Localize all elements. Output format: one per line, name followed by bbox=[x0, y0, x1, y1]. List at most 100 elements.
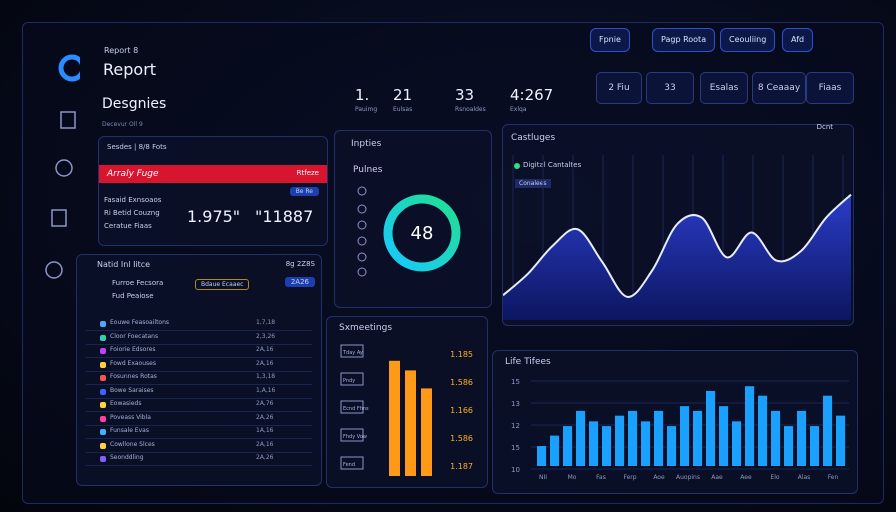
bar bbox=[784, 426, 794, 466]
row-label: Fhdy Vow bbox=[343, 434, 367, 440]
chip[interactable]: 8 Ceaaay bbox=[752, 72, 806, 104]
list-row bbox=[86, 332, 312, 345]
x-tick-label: Elo bbox=[770, 474, 779, 481]
row-dot bbox=[100, 402, 106, 408]
chip[interactable]: 33 bbox=[646, 72, 694, 104]
donut-value: 48 bbox=[411, 223, 434, 244]
orange-panel: Sxmeetings Tday Ay Pndy Ecnd Fhns Fhdy Vow F… bbox=[326, 316, 488, 488]
legend: Digital Cantaltes bbox=[523, 161, 582, 169]
bar bbox=[693, 410, 703, 466]
summary-header: Sesdes | 8/8 Fots bbox=[107, 143, 167, 151]
value-label: 1.166 bbox=[450, 406, 473, 415]
row-name: Eouwe Feasoailtons bbox=[110, 319, 170, 326]
x-tick-label: Fen bbox=[828, 474, 839, 481]
bars-chart: 15 13 12 15 10 NII Mo Fas Ferp Aoe Auopins Aae Aee El… bbox=[511, 378, 849, 481]
bar bbox=[654, 410, 664, 466]
toolbar-button[interactable]: Fpnie bbox=[590, 28, 630, 52]
chip[interactable]: 2 Fiu bbox=[596, 72, 642, 104]
value-label: 1.185 bbox=[450, 350, 473, 359]
figure: "11887 bbox=[255, 207, 314, 226]
row-box bbox=[340, 456, 364, 470]
row-label: Ecnd Fhns bbox=[343, 406, 369, 412]
donut-ring bbox=[383, 194, 461, 272]
legend-dot bbox=[514, 163, 520, 169]
list-row bbox=[86, 345, 312, 358]
bar bbox=[758, 395, 768, 466]
row-name: Poveass Vibla bbox=[110, 413, 151, 421]
row-label: Pndy bbox=[343, 378, 355, 384]
section-subtitle: Decevur Oll 9 bbox=[102, 121, 143, 128]
kicker: Report 8 bbox=[104, 46, 139, 55]
figure: 1.975" bbox=[187, 207, 241, 226]
bar bbox=[405, 370, 416, 476]
row-box bbox=[340, 344, 364, 358]
bar bbox=[563, 426, 573, 466]
x-tick-label: 200 bbox=[591, 324, 604, 325]
row-dot bbox=[100, 375, 106, 381]
row-label: Fend bbox=[343, 462, 355, 468]
x-tick-label: 2018 bbox=[789, 324, 807, 325]
value-label: 1.586 bbox=[450, 434, 473, 443]
list-title: Natid Inl Iitce bbox=[97, 260, 151, 269]
y-tick-label: 15 bbox=[511, 378, 520, 386]
logo bbox=[58, 54, 80, 82]
area-menu[interactable]: Dcnt bbox=[816, 123, 833, 131]
list-meta: 8g 2Z8S bbox=[285, 260, 315, 268]
chip[interactable]: Fiaas bbox=[806, 72, 854, 104]
row-value: 2A,26 bbox=[256, 454, 274, 461]
x-tick-label: NII bbox=[539, 474, 547, 481]
bars-panel: Life Tifees 15 13 12 15 10 NII Mo Fas Ferp Aoe Auo… bbox=[492, 350, 858, 494]
list-panel: Natid Inl Iitce 8g 2Z8S Bdaue Ecaaec 2A2… bbox=[76, 254, 322, 486]
row-name: Foiorie Edsores bbox=[110, 346, 156, 353]
icon[interactable] bbox=[51, 209, 67, 227]
toolbar-button[interactable]: Pagp Roota bbox=[652, 28, 716, 52]
x-tick-label: Aoe bbox=[653, 474, 665, 481]
toolbar-button[interactable]: Ceouliing bbox=[720, 28, 776, 52]
row-name: Fosunnes Rotas bbox=[110, 373, 157, 380]
chip[interactable]: Esalas bbox=[700, 72, 748, 104]
x-tick-label: Aee bbox=[740, 474, 752, 481]
stat-label: Exlqa bbox=[510, 106, 527, 113]
row-value: 2,3,26 bbox=[256, 332, 276, 340]
area-title: Castluges bbox=[511, 133, 556, 143]
x-tick-label: 2015 bbox=[749, 324, 767, 325]
x-tick-label: 2018 bbox=[629, 324, 647, 325]
stat-value: 4:267 bbox=[510, 86, 554, 104]
tag: Be Re bbox=[289, 187, 319, 196]
bar bbox=[719, 406, 729, 466]
alert-title: Arraly Fuge bbox=[107, 169, 159, 179]
icon[interactable] bbox=[55, 159, 73, 177]
list-button[interactable]: Bdaue Ecaaec bbox=[195, 279, 250, 290]
stat-value: 1. bbox=[355, 86, 370, 104]
toolbar-button[interactable]: Afd bbox=[782, 28, 814, 52]
bar bbox=[550, 435, 560, 466]
x-tick-label: 2015 bbox=[829, 324, 847, 325]
x-tick-label: 2013 bbox=[709, 324, 727, 325]
donut-subtitle: Pulnes bbox=[353, 165, 383, 175]
bar bbox=[797, 410, 807, 466]
row-name: Funsale Evas bbox=[110, 427, 149, 434]
row-name: Bowe Saraises bbox=[110, 386, 154, 394]
orange-title: Sxmeetings bbox=[339, 323, 393, 333]
row-value: 1,7,18 bbox=[256, 319, 276, 326]
x-tick-label: Fas bbox=[596, 474, 606, 481]
icon[interactable] bbox=[60, 111, 76, 129]
row-name: Eowasieds bbox=[110, 400, 142, 407]
icon[interactable] bbox=[45, 261, 63, 279]
summary-item: Ceratue Fiaas bbox=[104, 222, 152, 230]
bar bbox=[810, 426, 820, 466]
bar bbox=[732, 421, 742, 466]
row-value: 2A,26 bbox=[256, 413, 274, 421]
page-title: Report bbox=[103, 60, 157, 79]
row-box bbox=[340, 428, 364, 442]
bar bbox=[823, 395, 833, 466]
row-name: Fowd Exaouses bbox=[110, 359, 156, 367]
row-dot bbox=[100, 415, 106, 422]
list-row bbox=[86, 318, 312, 331]
alert-tag: Rtfeze bbox=[296, 169, 319, 177]
bar bbox=[771, 410, 781, 466]
bar bbox=[576, 410, 586, 466]
stat-label: Eulsas bbox=[393, 106, 413, 113]
row-box bbox=[340, 372, 364, 386]
